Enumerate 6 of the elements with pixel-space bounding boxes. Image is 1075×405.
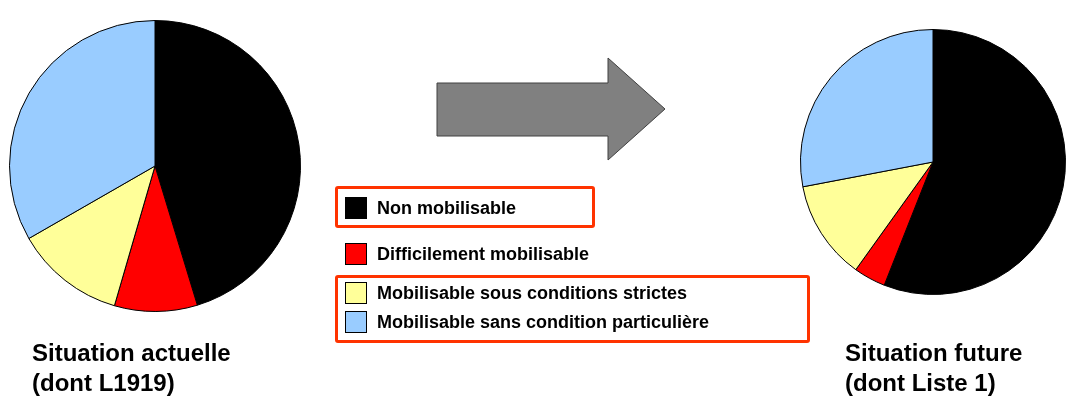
text: Situation actuelle (dont L1919) <box>32 338 231 398</box>
text: Situation future (dont Liste 1) <box>845 338 1023 398</box>
legend-label: Mobilisable sans condition particulière <box>377 311 710 333</box>
legend-label: Difficilement mobilisable <box>377 243 590 265</box>
legend-label: Mobilisable sous conditions strictes <box>377 282 688 304</box>
legend-label: Non mobilisable <box>377 197 517 219</box>
